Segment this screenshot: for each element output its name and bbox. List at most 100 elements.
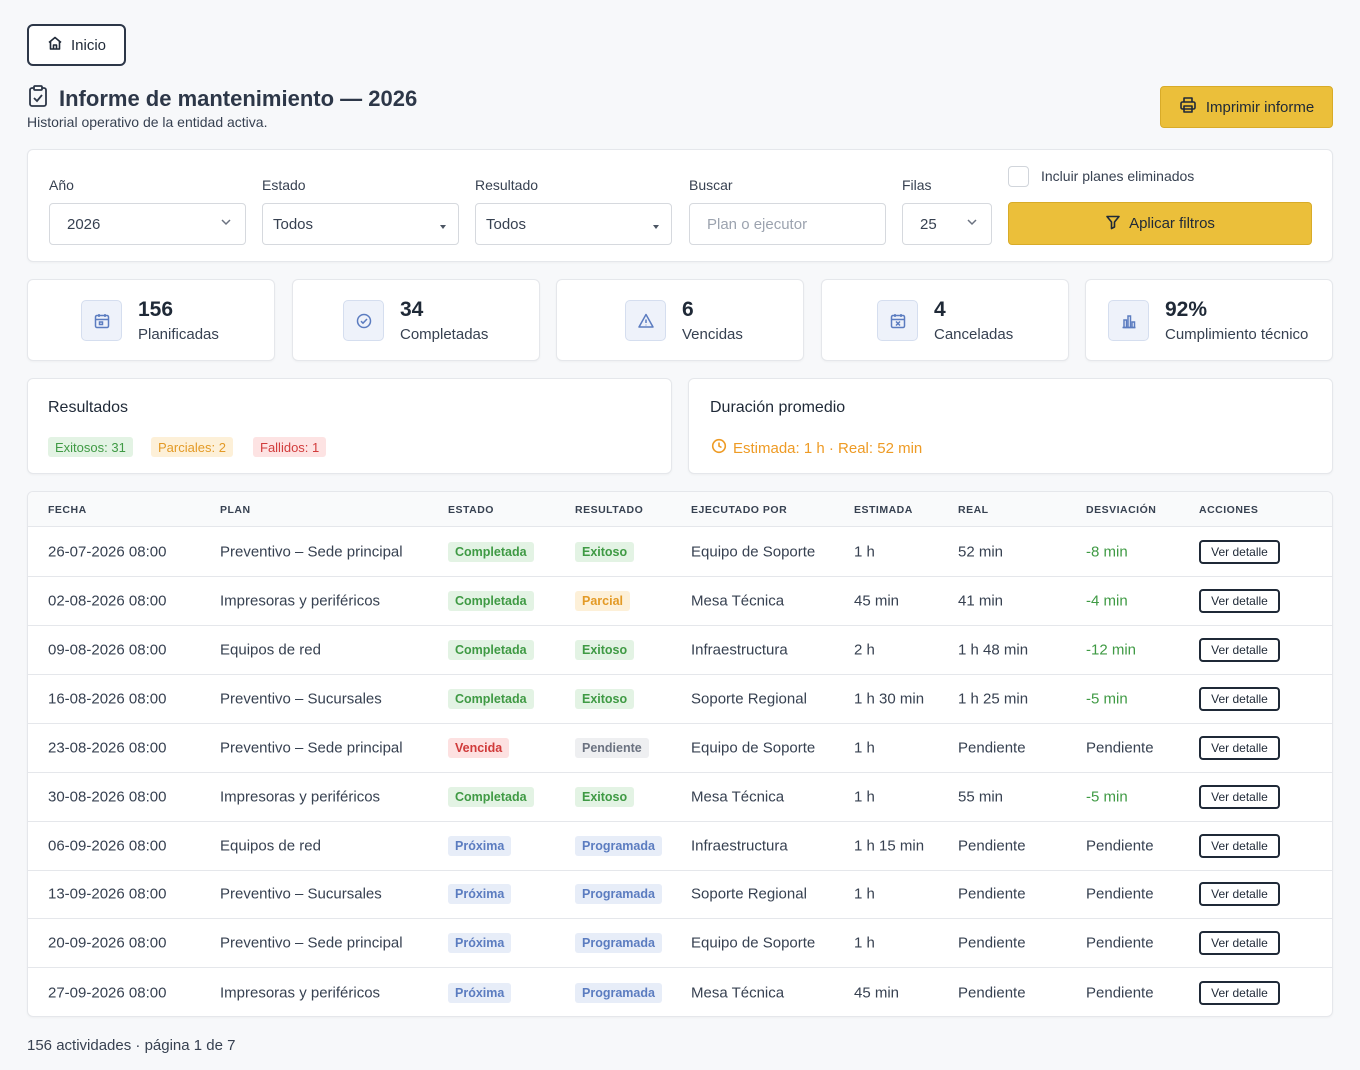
stat-value: 4: [934, 298, 946, 321]
table-row: 06-09-2026 08:00 Equipos de red Próxima Pro…: [28, 822, 1332, 871]
table-row: 23-08-2026 08:00 Preventivo – Sede princi…: [28, 724, 1332, 773]
filters-panel: Año 2026 Estado Todos Resultado Todos Bu…: [27, 149, 1333, 262]
cell-deviation: Pendiente: [1086, 885, 1154, 903]
cell-real: Pendiente: [958, 837, 1026, 855]
year-label: Año: [49, 177, 74, 193]
cell-deviation: -4 min: [1086, 592, 1128, 610]
view-detail-button[interactable]: Ver detalle: [1199, 785, 1280, 809]
table-row: 26-07-2026 08:00 Preventivo – Sede princi…: [28, 528, 1332, 577]
result-badge: Exitoso: [575, 542, 635, 562]
view-detail-button[interactable]: Ver detalle: [1199, 980, 1280, 1005]
cell-deviation: -5 min: [1086, 690, 1128, 708]
cell-real: Pendiente: [958, 739, 1026, 757]
page-header: Informe de mantenimiento — 2026: [27, 84, 417, 113]
status-badge: Completada: [448, 542, 534, 562]
cell-plan: Impresoras y periféricos: [220, 788, 381, 806]
result-select[interactable]: Todos: [475, 203, 672, 245]
cell-plan: Preventivo – Sede principal: [220, 543, 403, 561]
year-value: 2026: [67, 215, 101, 233]
caret-down-icon: [653, 225, 659, 229]
view-detail-button[interactable]: Ver detalle: [1199, 589, 1280, 613]
view-detail-button[interactable]: Ver detalle: [1199, 687, 1280, 711]
stat-value: 156: [138, 298, 174, 321]
header-estimated: ESTIMADA: [854, 504, 913, 516]
include-deleted-label: Incluir planes eliminados: [1041, 168, 1195, 184]
home-button[interactable]: Inicio: [27, 24, 126, 66]
result-badge: Exitoso: [575, 787, 635, 807]
cell-date: 20-09-2026 08:00: [48, 934, 167, 952]
cell-executor: Mesa Técnica: [691, 592, 785, 610]
result-badge: Exitoso: [575, 689, 635, 709]
cell-real: Pendiente: [958, 984, 1026, 1001]
result-badge: Parcial: [575, 591, 631, 611]
cell-date: 16-08-2026 08:00: [48, 690, 167, 708]
status-badge: Próxima: [448, 836, 512, 856]
bar-chart-icon: [1108, 300, 1149, 341]
cell-estimated: 45 min: [854, 592, 900, 610]
cell-estimated: 1 h: [854, 739, 875, 757]
cell-plan: Impresoras y periféricos: [220, 984, 381, 1001]
duration-summary: Estimada: 1 h · Real: 52 min: [711, 438, 922, 458]
cell-estimated: 1 h 30 min: [854, 690, 925, 708]
search-placeholder: Plan o ejecutor: [707, 215, 808, 233]
cell-real: 1 h 25 min: [958, 690, 1029, 708]
rows-select[interactable]: 25: [902, 203, 992, 245]
view-detail-button[interactable]: Ver detalle: [1199, 736, 1280, 760]
calendar-icon: [81, 300, 122, 341]
page-title: Informe de mantenimiento — 2026: [59, 85, 418, 111]
rows-value: 25: [920, 215, 937, 233]
table-row: 30-08-2026 08:00 Impresoras y periféricos…: [28, 773, 1332, 822]
rows-label: Filas: [902, 177, 932, 193]
view-detail-button[interactable]: Ver detalle: [1199, 931, 1280, 955]
stat-card-compliance: 92% Cumplimiento técnico: [1085, 279, 1333, 361]
cell-deviation: -12 min: [1086, 641, 1137, 659]
status-select[interactable]: Todos: [262, 203, 459, 245]
stat-value: 92%: [1165, 298, 1208, 321]
status-badge: Vencida: [448, 738, 510, 758]
stat-card-cancelled: 4 Canceladas: [821, 279, 1069, 361]
cell-deviation: -8 min: [1086, 543, 1128, 561]
chevron-down-icon: [219, 215, 233, 233]
cell-executor: Equipo de Soporte: [691, 739, 816, 757]
cell-plan: Equipos de red: [220, 641, 321, 659]
status-badge: Completada: [448, 689, 534, 709]
header-date: FECHA: [48, 504, 87, 516]
duration-title: Duración promedio: [710, 399, 846, 416]
home-label: Inicio: [70, 36, 107, 54]
year-select[interactable]: 2026: [49, 203, 246, 245]
header-status: ESTADO: [448, 504, 494, 516]
cell-plan: Preventivo – Sucursales: [220, 690, 382, 708]
status-badge: Próxima: [448, 933, 512, 953]
result-badge: Pendiente: [575, 738, 649, 758]
cell-executor: Infraestructura: [691, 641, 788, 659]
include-deleted-checkbox[interactable]: [1008, 166, 1029, 187]
cell-executor: Mesa Técnica: [691, 788, 785, 806]
failed-badge: Fallidos: 1: [253, 437, 327, 457]
apply-filters-label: Aplicar filtros: [1129, 215, 1215, 232]
header-deviation: DESVIACIÓN: [1086, 504, 1157, 516]
filter-icon: [1105, 214, 1121, 234]
stat-label: Vencidas: [682, 326, 743, 343]
table-row: 02-08-2026 08:00 Impresoras y periféricos…: [28, 577, 1332, 626]
view-detail-button[interactable]: Ver detalle: [1199, 540, 1280, 564]
results-title: Resultados: [48, 399, 129, 416]
cell-date: 06-09-2026 08:00: [48, 837, 167, 855]
cell-real: Pendiente: [958, 885, 1026, 903]
result-value: Todos: [486, 215, 527, 233]
apply-filters-button[interactable]: Aplicar filtros: [1008, 202, 1312, 245]
print-report-button[interactable]: Imprimir informe: [1160, 86, 1333, 128]
cell-estimated: 2 h: [854, 641, 875, 659]
header-executor: EJECUTADO POR: [691, 504, 788, 516]
header-result: RESULTADO: [575, 504, 644, 516]
status-badge: Próxima: [448, 982, 512, 1003]
view-detail-button[interactable]: Ver detalle: [1199, 834, 1280, 858]
cell-real: Pendiente: [958, 934, 1026, 952]
cell-date: 13-09-2026 08:00: [48, 885, 167, 903]
header-real: REAL: [958, 504, 989, 516]
search-input[interactable]: Plan o ejecutor: [689, 203, 886, 245]
calendar-x-icon: [877, 300, 918, 341]
view-detail-button[interactable]: Ver detalle: [1199, 638, 1280, 662]
view-detail-button[interactable]: Ver detalle: [1199, 882, 1280, 906]
status-value: Todos: [273, 215, 314, 233]
stat-label: Planificadas: [138, 326, 219, 343]
